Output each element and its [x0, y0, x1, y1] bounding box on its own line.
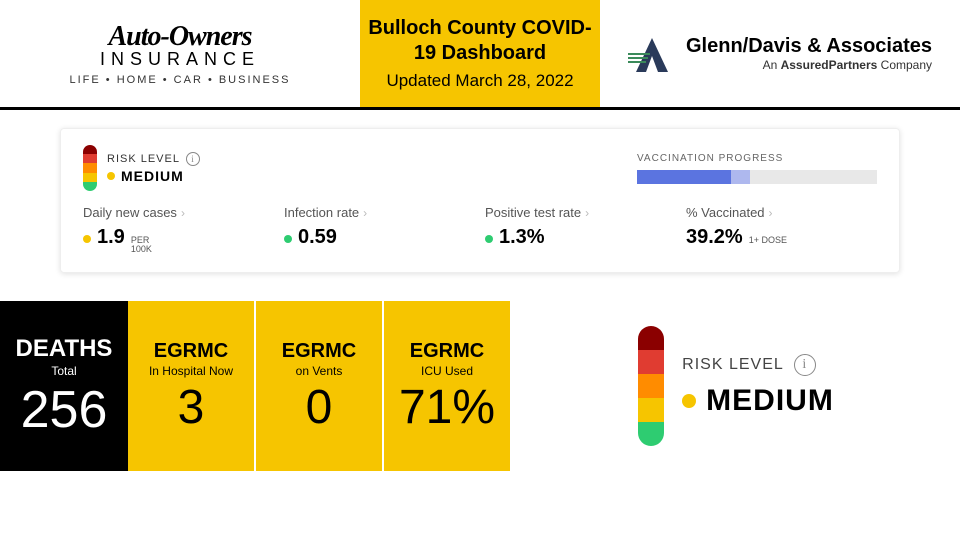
- metric-label: % Vaccinated: [686, 205, 765, 220]
- sponsor-right-sub: An AssuredPartners Company: [686, 58, 932, 72]
- dashboard-title: Bulloch County COVID-19 Dashboard: [366, 16, 594, 66]
- dashboard-updated: Updated March 28, 2022: [386, 70, 573, 91]
- stat-value: 0: [306, 384, 333, 432]
- vaccination-bar: [637, 170, 877, 184]
- sponsor-left-sub: INSURANCE: [100, 49, 260, 70]
- stat-subtitle: Total: [51, 364, 76, 378]
- chevron-right-icon: ›: [769, 206, 773, 220]
- sponsor-right-text: Glenn/Davis & Associates An AssuredPartn…: [686, 35, 932, 72]
- chevron-right-icon: ›: [363, 206, 367, 220]
- stat-box: DEATHS Total 256: [0, 301, 128, 471]
- metric-dot-icon: [83, 235, 91, 243]
- metric-dot-icon: [284, 235, 292, 243]
- metric-label: Positive test rate: [485, 205, 581, 220]
- stat-box: EGRMC on Vents 0: [256, 301, 384, 471]
- sponsor-left: Auto-Owners INSURANCE LIFE • HOME • CAR …: [0, 0, 360, 107]
- stat-title: EGRMC: [410, 341, 484, 362]
- stat-box: EGRMC ICU Used 71%: [384, 301, 512, 471]
- metrics-card: RISK LEVEL i MEDIUM VACCINATION PROGRESS…: [60, 128, 900, 273]
- dashboard-title-block: Bulloch County COVID-19 Dashboard Update…: [360, 0, 600, 107]
- stat-value: 256: [21, 384, 108, 436]
- stat-subtitle: In Hospital Now: [149, 364, 233, 378]
- metric-value: 0.59: [298, 226, 337, 249]
- stat-value: 71%: [399, 384, 495, 432]
- risk-label-large: RISK LEVEL: [682, 356, 784, 374]
- risk-mini: RISK LEVEL i MEDIUM: [83, 145, 200, 191]
- stat-subtitle: ICU Used: [421, 364, 473, 378]
- vaccination-label: VACCINATION PROGRESS: [637, 153, 877, 164]
- sponsor-right-main: Glenn/Davis & Associates: [686, 35, 932, 58]
- stat-title: DEATHS: [16, 336, 113, 361]
- risk-dot-icon: [107, 172, 115, 180]
- metrics-row: Daily new cases › 1.9PER100K Infection r…: [83, 205, 877, 254]
- stat-subtitle: on Vents: [296, 364, 343, 378]
- metric[interactable]: % Vaccinated › 39.2%1+ DOSE: [686, 205, 877, 254]
- stat-box: EGRMC In Hospital Now 3: [128, 301, 256, 471]
- chevron-right-icon: ›: [181, 206, 185, 220]
- metric-dot-icon: [485, 235, 493, 243]
- sponsor-right-logo-icon: [628, 34, 676, 74]
- metric-value: 1.3%: [499, 226, 545, 249]
- info-icon[interactable]: i: [794, 354, 816, 376]
- risk-dot-large-icon: [682, 394, 696, 408]
- chevron-right-icon: ›: [585, 206, 589, 220]
- metric-label: Daily new cases: [83, 205, 177, 220]
- stat-value: 3: [178, 384, 205, 432]
- metric-value: 1.9: [97, 226, 125, 249]
- risk-large: RISK LEVEL i MEDIUM: [512, 301, 960, 471]
- risk-bar-large-icon: [638, 326, 664, 446]
- risk-level-large: MEDIUM: [706, 384, 834, 418]
- risk-label: RISK LEVEL: [107, 153, 180, 165]
- vaccination-progress: VACCINATION PROGRESS: [637, 153, 877, 184]
- header: Auto-Owners INSURANCE LIFE • HOME • CAR …: [0, 0, 960, 110]
- stat-title: EGRMC: [154, 341, 228, 362]
- info-icon[interactable]: i: [186, 152, 200, 166]
- sponsor-left-tag: LIFE • HOME • CAR • BUSINESS: [70, 74, 291, 86]
- metric-label: Infection rate: [284, 205, 359, 220]
- sponsor-right: Glenn/Davis & Associates An AssuredPartn…: [600, 0, 960, 107]
- metric[interactable]: Daily new cases › 1.9PER100K: [83, 205, 274, 254]
- stats-row: DEATHS Total 256 EGRMC In Hospital Now 3…: [0, 301, 960, 471]
- risk-level: MEDIUM: [121, 168, 184, 184]
- stat-title: EGRMC: [282, 341, 356, 362]
- risk-bar-icon: [83, 145, 97, 191]
- metric[interactable]: Infection rate › 0.59: [284, 205, 475, 254]
- metric-value: 39.2%: [686, 226, 743, 249]
- metric[interactable]: Positive test rate › 1.3%: [485, 205, 676, 254]
